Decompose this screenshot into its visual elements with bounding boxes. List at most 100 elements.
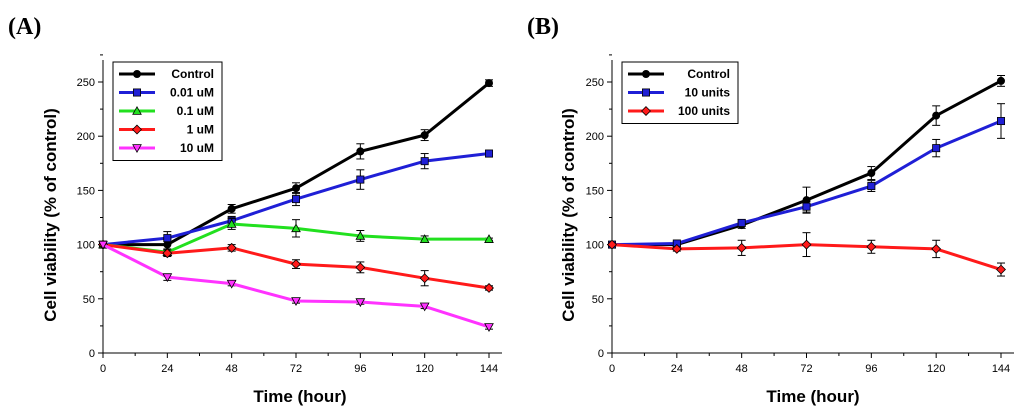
- legend-label: 10 units: [685, 86, 731, 100]
- data-point: [932, 111, 941, 120]
- data-point: [291, 184, 300, 193]
- data-point: [226, 242, 237, 253]
- x-tick-label: 144: [480, 363, 498, 375]
- x-tick-label: 48: [226, 363, 238, 375]
- legend-item: 0.1 uM: [119, 104, 214, 118]
- x-tick-label: 144: [992, 363, 1010, 375]
- x-axis-title: Time (hour): [253, 387, 346, 406]
- legend-marker: [132, 88, 141, 97]
- x-tick-label: 72: [800, 363, 812, 375]
- y-tick-label: 250: [77, 77, 95, 89]
- legend-item: Control: [628, 67, 730, 81]
- data-point: [356, 147, 365, 156]
- legend-marker: [641, 106, 651, 116]
- series-line: [611, 119, 1002, 247]
- data-point: [866, 241, 877, 252]
- y-tick-label: 150: [586, 185, 604, 197]
- x-tick-label: 24: [671, 363, 683, 375]
- legend-box: [621, 61, 739, 124]
- data-point: [867, 169, 876, 178]
- data-point: [291, 195, 300, 204]
- legend-item: 10 units: [628, 86, 730, 100]
- data-point: [355, 230, 366, 240]
- x-axis-title: Time (hour): [766, 387, 859, 406]
- data-point: [997, 117, 1006, 126]
- data-point: [420, 157, 429, 166]
- x-tick-label: 96: [865, 363, 877, 375]
- series-100-units: [607, 232, 1006, 277]
- data-point: [226, 279, 237, 289]
- series-line: [102, 243, 490, 329]
- data-point: [867, 182, 876, 191]
- y-tick-label: 150: [77, 185, 95, 197]
- legend-item: 100 units: [628, 104, 730, 118]
- data-point: [227, 204, 236, 213]
- data-point: [996, 264, 1006, 275]
- data-point: [291, 297, 301, 306]
- panel-label: (A): [8, 14, 41, 40]
- panel-a: (A) 0 50 100 150 200 250 0 24 48 72 96 120 144 Time (h…: [8, 14, 502, 406]
- data-point: [484, 282, 494, 293]
- data-point: [419, 234, 430, 243]
- x-tick-label: 96: [354, 363, 366, 375]
- data-point: [355, 298, 366, 308]
- data-point: [226, 218, 237, 228]
- y-axis-title: Cell viability (% of control): [41, 108, 60, 321]
- data-point: [607, 239, 617, 250]
- x-tick-label: 72: [290, 363, 302, 375]
- series-10-units: [608, 103, 1006, 249]
- data-point: [997, 76, 1006, 85]
- legend-label: 10 uM: [180, 141, 214, 155]
- x-tick-label: 48: [736, 363, 748, 375]
- legend: Control 0.01 uM 0.1 uM 1 uM 10 uM: [112, 61, 223, 161]
- legend-item: Control: [119, 67, 214, 81]
- data-point: [802, 202, 811, 211]
- series-1-um: [98, 239, 494, 293]
- y-tick-label: 200: [77, 131, 95, 143]
- legend-marker: [642, 70, 651, 79]
- y-tick-label: 200: [586, 131, 604, 143]
- data-point: [291, 259, 301, 270]
- data-point: [355, 262, 366, 273]
- legend-marker: [132, 70, 141, 79]
- x-tick-label: 120: [927, 363, 945, 375]
- legend-label: 100 units: [678, 104, 730, 118]
- data-point: [671, 243, 682, 254]
- data-point: [419, 302, 430, 312]
- data-point: [420, 131, 429, 140]
- series-10-um: [98, 240, 494, 333]
- data-point: [291, 223, 301, 233]
- legend-item: 0.01 uM: [119, 86, 214, 100]
- data-point: [484, 79, 493, 88]
- data-point: [484, 234, 494, 243]
- data-point: [163, 234, 172, 243]
- legend-label: Control: [171, 67, 214, 81]
- x-tick-label: 0: [609, 363, 615, 375]
- y-tick-label: 100: [77, 240, 95, 252]
- legend-item: 10 uM: [119, 141, 214, 155]
- legend-label: Control: [687, 67, 730, 81]
- legend-marker: [132, 144, 142, 154]
- panel-label: (B): [527, 14, 559, 40]
- y-tick-label: 250: [586, 77, 604, 89]
- y-tick-label: 0: [598, 348, 604, 360]
- y-tick-label: 0: [89, 348, 95, 360]
- data-point: [737, 218, 746, 227]
- data-point: [162, 248, 173, 259]
- panel-b: (B) 0 50 100 150 200 250 0 24 48 72 96 120 144 Time (h…: [527, 14, 1014, 406]
- data-point: [931, 243, 942, 254]
- legend-marker: [132, 105, 142, 115]
- x-tick-label: 0: [100, 363, 106, 375]
- data-point: [484, 323, 494, 333]
- data-point: [98, 240, 108, 250]
- data-point: [801, 239, 812, 250]
- data-point: [932, 144, 941, 153]
- legend-label: 0.1 uM: [177, 104, 214, 118]
- data-point: [419, 273, 430, 284]
- data-point: [736, 242, 747, 253]
- legend-label: 0.01 uM: [170, 86, 214, 100]
- y-tick-label: 50: [83, 294, 95, 306]
- y-tick-label: 50: [592, 294, 604, 306]
- legend-label: 1 uM: [187, 123, 214, 137]
- x-tick-label: 24: [161, 363, 173, 375]
